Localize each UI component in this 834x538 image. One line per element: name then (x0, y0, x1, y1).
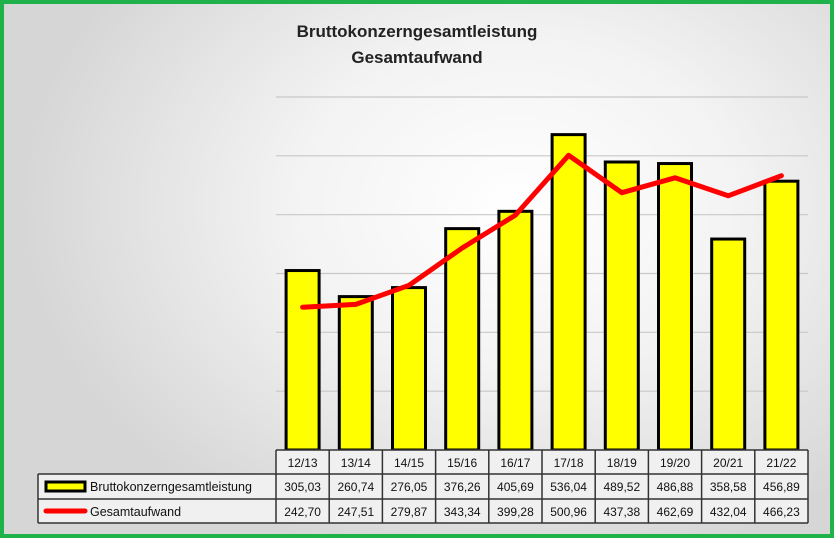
data-label: 536,04 (550, 480, 587, 494)
category-label: 19/20 (660, 456, 690, 470)
data-label: 279,87 (391, 505, 428, 519)
legend-key-bar (44, 480, 87, 493)
data-label: 486,88 (657, 480, 694, 494)
bar-20-21 (710, 237, 747, 452)
data-label: 260,74 (337, 480, 374, 494)
bar-14-15 (391, 286, 427, 452)
bar-15-16 (444, 227, 481, 452)
category-label: 14/15 (394, 456, 424, 470)
data-label: 500,96 (550, 505, 587, 519)
bar-17-18 (550, 133, 587, 452)
data-label: 399,28 (497, 505, 534, 519)
data-label: 376,26 (444, 480, 481, 494)
category-label: 17/18 (554, 456, 584, 470)
bar-13-14 (337, 295, 374, 452)
data-label: 247,51 (337, 505, 374, 519)
data-label: 242,70 (284, 505, 321, 519)
bar-18-19 (603, 160, 640, 452)
category-label: 20/21 (713, 456, 743, 470)
chart-subtitle: Gesamtaufwand (351, 48, 483, 67)
data-label: 358,58 (710, 480, 747, 494)
data-label: 437,38 (603, 505, 640, 519)
data-label: 466,23 (763, 505, 800, 519)
chart-title: Bruttokonzerngesamtleistung (296, 22, 538, 41)
category-label: 18/19 (607, 456, 637, 470)
data-label: 489,52 (603, 480, 640, 494)
data-label: 305,03 (284, 480, 321, 494)
bar-21-22 (763, 179, 800, 452)
data-label: 405,69 (497, 480, 534, 494)
data-label: 462,69 (657, 505, 694, 519)
bar-19-20 (657, 162, 693, 452)
bar-16-17 (497, 209, 534, 452)
series-line-gesamtaufwand (300, 152, 784, 310)
data-label: 343,34 (444, 505, 481, 519)
category-label: 15/16 (447, 456, 477, 470)
data-label: 432,04 (710, 505, 747, 519)
legend-label-line: Gesamtaufwand (90, 505, 181, 519)
bar-12-13 (284, 269, 321, 452)
category-label: 21/22 (766, 456, 796, 470)
legend-label-bar: Bruttokonzerngesamtleistung (90, 480, 252, 494)
category-label: 16/17 (500, 456, 530, 470)
data-label: 456,89 (763, 480, 800, 494)
data-label: 276,05 (391, 480, 428, 494)
category-label: 13/14 (341, 456, 371, 470)
category-label: 12/13 (288, 456, 318, 470)
